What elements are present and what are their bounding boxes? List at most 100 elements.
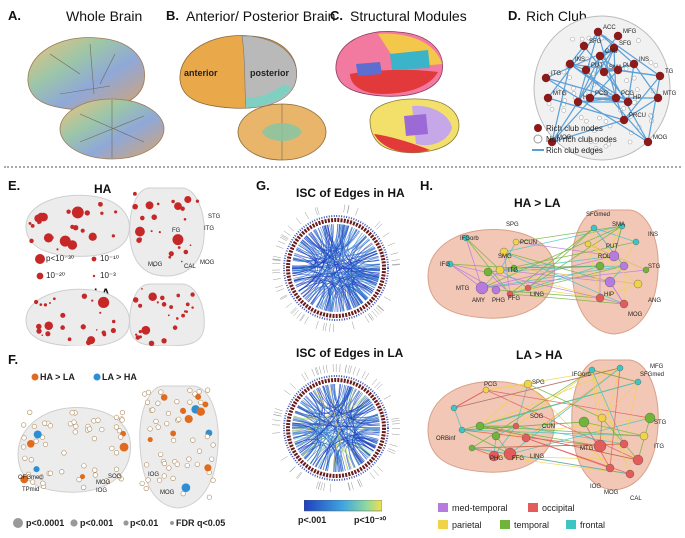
network-node (605, 463, 615, 473)
region-node (210, 477, 216, 483)
chord-tick (382, 232, 390, 238)
connectivity-edge (513, 267, 639, 285)
chord-tick (289, 466, 296, 473)
rich-club-region-label: INS (639, 57, 649, 63)
isc-node (45, 331, 51, 337)
chord-edge (351, 235, 370, 253)
region-node (59, 469, 65, 475)
region-node (164, 421, 170, 427)
legend-occipital: occipital (542, 503, 575, 513)
chord-tick (316, 206, 320, 215)
chord-tick (285, 302, 293, 308)
network-node (483, 267, 493, 277)
chord-tick (290, 307, 297, 314)
chord-tick (304, 316, 309, 324)
h1-label-ins: INS (648, 232, 659, 238)
chord-tick (352, 366, 356, 375)
rich-club-region-label: ACC (603, 25, 616, 31)
h2-label-sfgmed: SFGmed (640, 372, 665, 378)
h1-label-rol: ROL (598, 254, 611, 260)
isc-node (138, 330, 142, 334)
connectivity-edge (461, 429, 511, 455)
region-node (144, 462, 150, 468)
isc-node (66, 209, 71, 214)
non-rich-club-node (593, 139, 598, 145)
chord-tick (371, 378, 378, 386)
region-node (194, 461, 200, 467)
chord-edge (297, 386, 353, 450)
chord-edge (292, 244, 317, 274)
isc-node (183, 217, 187, 221)
chord-edge (301, 237, 320, 254)
chord-tick (344, 364, 347, 373)
region-node (38, 474, 45, 480)
region-node (81, 484, 87, 490)
isc-node (114, 210, 118, 214)
rich-club-region-label: MOG (557, 135, 572, 141)
isc-node (172, 325, 178, 330)
connectivity-edge (493, 455, 631, 475)
panel-f-brains (17, 385, 219, 509)
network-node (597, 413, 607, 423)
non-rich-club-node (624, 78, 629, 83)
chord-tick (293, 309, 300, 317)
network-node (590, 224, 598, 232)
chord-tick (383, 296, 392, 301)
chord-edge (350, 390, 378, 445)
connectivity-edge (487, 271, 511, 295)
isc-node (160, 295, 165, 301)
chord-tick (322, 322, 325, 331)
region-node (28, 457, 34, 463)
isc-node (34, 299, 39, 305)
region-node (186, 456, 192, 462)
chord-edge (352, 397, 374, 452)
h1-label-stg: STG (648, 264, 661, 270)
isc-node (30, 223, 35, 228)
region-node (170, 475, 176, 481)
h1-label-ifg: IFG (440, 262, 450, 268)
chord-tick (358, 478, 363, 487)
rich-club-region-label: INS (575, 57, 585, 63)
chord-tick (348, 482, 351, 491)
panel-e-brains (25, 187, 205, 346)
connectivity-edge (499, 269, 529, 289)
rich-club-edge (597, 31, 661, 77)
connectivity-edge (449, 263, 601, 299)
colorbar-high: p<10⁻³⁰ (354, 515, 387, 525)
isc-node (141, 288, 143, 290)
isc-node (37, 222, 40, 225)
non-rich-club-node (593, 146, 599, 151)
e-label-itg: ITG (204, 226, 214, 232)
region-node (119, 442, 129, 452)
region-node (119, 417, 125, 423)
chord-tick (374, 381, 381, 388)
non-rich-club-node (622, 89, 628, 95)
pvalue-1e-3: 10⁻³ (100, 271, 116, 280)
region-node (40, 480, 46, 486)
panel-g-title-la: ISC of Edges in LA (296, 346, 404, 360)
chord-edge (312, 437, 379, 466)
chord-tick (275, 285, 283, 289)
isc-node (138, 335, 142, 339)
non-rich-club-node (648, 60, 654, 65)
isc-node (172, 234, 184, 246)
network-node (619, 261, 629, 271)
chord-edge (305, 235, 378, 283)
panel-h-brains-ha (427, 209, 659, 335)
region-node (113, 424, 120, 430)
chord-tick (315, 321, 319, 329)
isc-node (101, 330, 106, 335)
chord-tick (376, 383, 383, 390)
chord-tick (376, 223, 383, 230)
h2-label-mfg: MFG (650, 364, 664, 370)
rich-club-region-label: MOG (653, 135, 668, 141)
connectivity-edge (583, 421, 639, 461)
region-node (147, 426, 153, 432)
chord-edge (352, 245, 375, 300)
isc-node (80, 228, 85, 233)
network-node (506, 290, 514, 298)
legend-non-rich-club-nodes: Non rich club nodes (546, 135, 617, 144)
chord-tick (299, 313, 305, 321)
network-node (619, 299, 629, 309)
chord-edge (292, 224, 334, 277)
